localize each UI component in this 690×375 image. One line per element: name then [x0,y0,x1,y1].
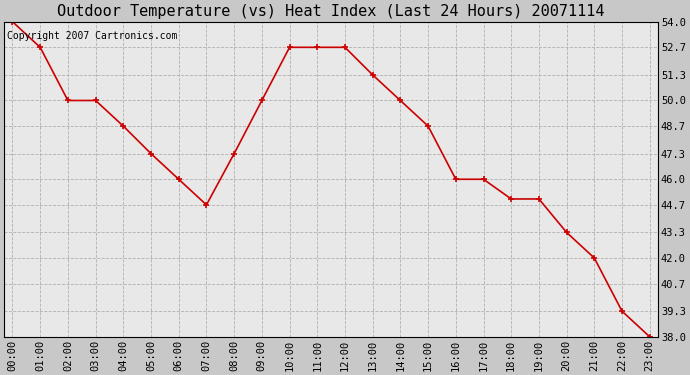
Text: Copyright 2007 Cartronics.com: Copyright 2007 Cartronics.com [8,31,178,41]
Title: Outdoor Temperature (vs) Heat Index (Last 24 Hours) 20071114: Outdoor Temperature (vs) Heat Index (Las… [57,4,605,19]
